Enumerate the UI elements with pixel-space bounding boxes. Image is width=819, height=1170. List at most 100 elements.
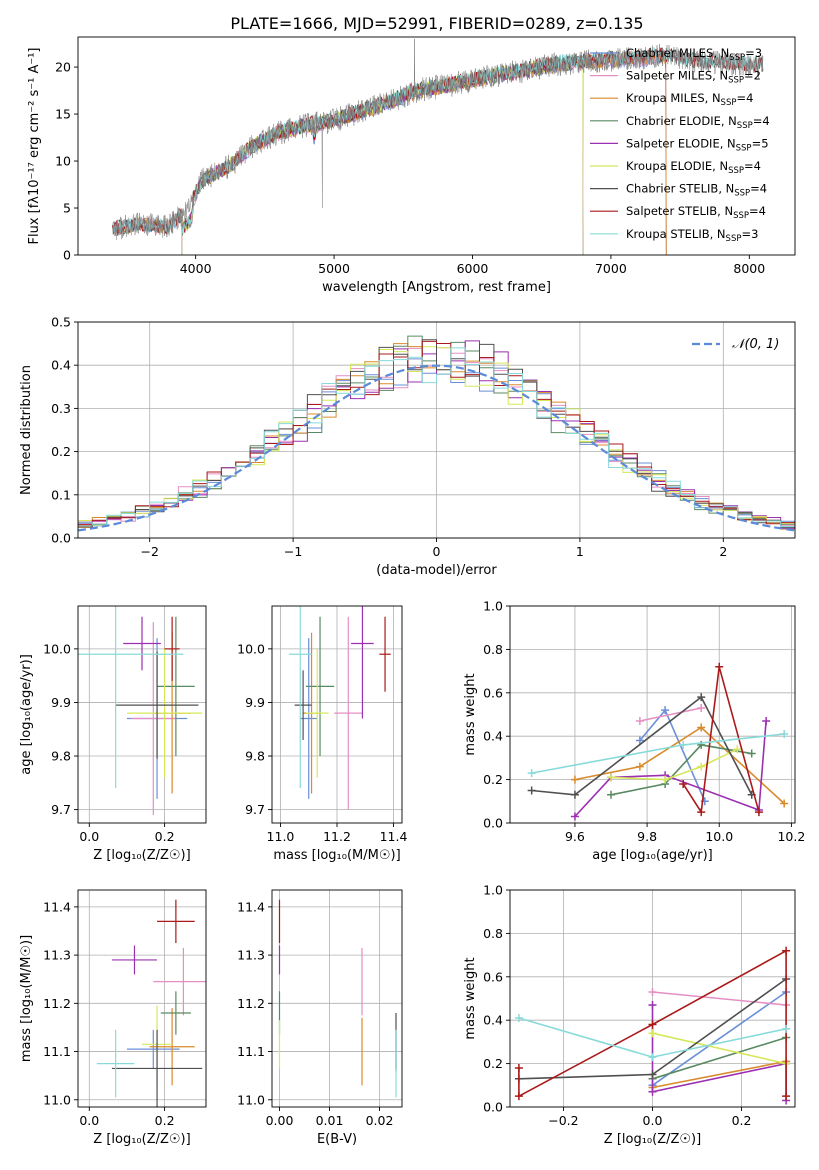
figure-title: PLATE=1666, MJD=52991, FIBERID=0289, z=0… (230, 14, 643, 33)
y-tick-label: 0.0 (51, 531, 71, 546)
weight-series (514, 946, 791, 1101)
error-bar-point (111, 1029, 203, 1107)
weight-point-marker (648, 987, 657, 996)
y-tick-label: 9.9 (245, 695, 265, 710)
y-tick-label: 11.1 (43, 1044, 71, 1059)
error-bar-point (157, 899, 195, 944)
weight-series-line (652, 991, 787, 1006)
weight-point-marker (570, 775, 579, 784)
error-bar-point (160, 991, 191, 1035)
legend-label: Chabrier ELODIE, NSSP=4 (626, 114, 770, 131)
plot-area (112, 38, 764, 255)
error-bar-point (153, 947, 206, 1016)
plot-area (78, 335, 795, 532)
histogram-step-line (78, 339, 795, 528)
y-axis-label: mass weight (463, 673, 478, 755)
y-tick-label: 11.3 (43, 948, 71, 963)
weight-series-line (610, 744, 752, 796)
weight-series-line (531, 695, 753, 796)
weight-point-marker (648, 1053, 657, 1062)
weight-point-marker (782, 1092, 791, 1101)
weight-point-marker (679, 740, 688, 749)
weight-point-marker (570, 812, 579, 821)
grid-lines (272, 890, 402, 1107)
legend-label: Chabrier STELIB, NSSP=4 (626, 182, 767, 199)
x-tick-label: 11.0 (267, 829, 295, 844)
y-tick-label: 0.2 (51, 444, 71, 459)
weight-point-marker (607, 790, 616, 799)
weight-point-marker (648, 1070, 657, 1079)
x-axis-label: Z [log₁₀(Z/Z☉)] (604, 1132, 701, 1147)
plot-area (96, 899, 206, 1107)
y-tick-label: 9.7 (245, 802, 265, 817)
x-axis-label: mass [log₁₀(M/M☉)] (273, 848, 400, 863)
error-bar-point (111, 945, 158, 975)
weight-series (648, 1033, 791, 1083)
weight-point-marker (527, 769, 536, 778)
weight-point-marker (715, 662, 724, 671)
grid-lines (78, 890, 206, 1107)
x-tick-label: 5000 (318, 261, 350, 276)
x-axis-label: Z [log₁₀(Z/Z☉)] (93, 848, 190, 863)
weight-series-line (610, 748, 738, 781)
x-tick-label: 2 (719, 544, 727, 559)
weight-series (514, 1014, 791, 1062)
error-bar-point (126, 648, 203, 778)
weight-point-marker (648, 1020, 657, 1029)
grid-lines (272, 606, 402, 823)
panel-mass_vs_Z: 0.0 0.2 11.0 11.1 11.2 11.3 11.4 Z [log₁₀(Z/Z☉)… (19, 889, 207, 1147)
weight-series (527, 730, 789, 778)
weight-series-line (682, 666, 760, 815)
y-tick-label: 9.7 (51, 802, 71, 817)
error-bar-point (164, 616, 180, 682)
weight-point-marker (747, 749, 756, 758)
y-tick-label: 0.1 (51, 487, 71, 502)
panel-mass_weight_vs_Z: −0.2 0.0 0.2 0.0 0.2 0.4 0.6 0.8 1.0 Z [log₁₀(Z/Z… (463, 883, 796, 1147)
x-tick-label: 0.2 (155, 1113, 175, 1128)
x-tick-label: 7000 (595, 261, 627, 276)
weight-point-marker (514, 1063, 523, 1072)
weight-point-marker (679, 779, 688, 788)
weight-point-marker (648, 1001, 657, 1010)
y-tick-label: 11.4 (237, 899, 265, 914)
weight-point-marker (780, 730, 789, 739)
weight-point-marker (635, 736, 644, 745)
y-tick-label: 11.2 (237, 996, 265, 1011)
panel-age_vs_mass: 11.0 11.2 11.4 9.7 9.8 9.9 10.0 mass [log₁₀(M/M… (237, 605, 407, 863)
weight-point-marker (648, 1029, 657, 1038)
plot-area (78, 606, 203, 815)
x-axis-label: age [log₁₀(age/yr)] (592, 848, 713, 863)
error-bar-point (305, 616, 335, 757)
y-tick-label: 15 (55, 107, 71, 122)
y-tick-label: 0.8 (483, 926, 503, 941)
weight-series-line (652, 1060, 787, 1089)
y-tick-label: 0.5 (51, 315, 71, 330)
histogram-step-line (78, 340, 795, 526)
axes-frame (509, 605, 796, 824)
x-tick-label: 0 (433, 544, 441, 559)
panel-mass_weight_vs_age: 9.6 9.8 10.0 10.2 0.0 0.2 0.4 0.6 0.8 1.0 age [log… (463, 599, 805, 864)
x-tick-label: 1 (576, 544, 584, 559)
error-bar-point (126, 1029, 180, 1069)
y-axis-label: mass weight (463, 957, 478, 1039)
y-tick-label: 0.4 (483, 1013, 503, 1028)
weight-point-marker (661, 775, 670, 784)
weight-series (570, 717, 771, 821)
x-tick-label: 9.6 (565, 829, 585, 844)
legend-label: Salpeter ELODIE, NSSP=5 (626, 136, 769, 153)
x-tick-label: −2 (140, 544, 158, 559)
error-bar-point (96, 1029, 135, 1098)
panel-spectrum: 4000 5000 6000 7000 8000 0 5 10 15 20 wavelength [… (27, 36, 796, 295)
weight-point-marker (780, 799, 789, 808)
panel-mass_vs_ebv: 0.00 0.01 0.02 11.0 11.1 11.2 11.3 11.4 E(B-V) (237, 889, 403, 1147)
weight-series-line (652, 991, 787, 1086)
weight-point-marker (697, 703, 706, 712)
error-bar-point (288, 606, 312, 789)
weight-point-marker (733, 745, 742, 754)
weight-series (527, 693, 756, 799)
weight-point-marker (661, 706, 670, 715)
x-tick-label: 10.2 (777, 829, 805, 844)
axes-frame (77, 605, 207, 824)
y-axis-label: Normed distribution (19, 365, 34, 495)
error-bar-point (379, 616, 391, 692)
